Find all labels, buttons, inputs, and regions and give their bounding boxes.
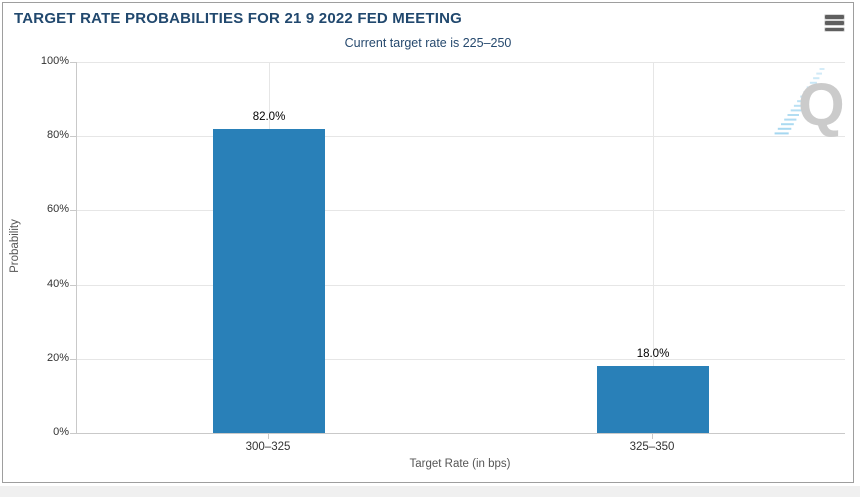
probability-bar[interactable] xyxy=(213,128,325,433)
x-tick-mark xyxy=(268,434,269,439)
bar-data-label: 82.0% xyxy=(252,110,286,123)
page-background-strip xyxy=(0,486,860,497)
probability-bar[interactable] xyxy=(597,366,709,433)
y-gridline xyxy=(77,136,845,138)
y-gridline xyxy=(77,210,845,212)
y-tick-mark xyxy=(70,358,76,360)
x-tick-label: 325–350 xyxy=(629,441,675,453)
x-tick-mark xyxy=(652,434,653,439)
y-tick-mark xyxy=(70,62,76,63)
y-axis-title: Probability xyxy=(9,219,21,273)
hamburger-menu-icon xyxy=(825,21,844,25)
chart-title: TARGET RATE PROBABILITIES FOR 21 9 2022 … xyxy=(14,10,463,27)
y-tick-label: 60% xyxy=(46,203,69,216)
fed-meeting-probability-chart-panel: TARGET RATE PROBABILITIES FOR 21 9 2022 … xyxy=(2,2,854,483)
y-tick-label: 0% xyxy=(53,426,69,438)
y-gridline xyxy=(77,358,845,360)
y-tick-label: 100% xyxy=(40,55,69,67)
y-tick-label: 80% xyxy=(46,129,69,142)
y-gridline xyxy=(77,284,845,286)
y-tick-mark xyxy=(70,433,76,434)
x-tick-label: 300–325 xyxy=(245,441,291,453)
y-tick-mark xyxy=(70,136,76,138)
y-gridline xyxy=(77,62,845,63)
y-tick-label: 40% xyxy=(46,277,69,290)
y-tick-mark xyxy=(70,210,76,212)
plot-area: 82.0% 18.0% xyxy=(76,62,845,434)
y-tick-mark xyxy=(70,284,76,286)
x-axis-title: Target Rate (in bps) xyxy=(409,458,511,470)
y-tick-label: 20% xyxy=(46,351,69,364)
chart-context-menu-button[interactable] xyxy=(825,14,846,32)
hamburger-menu-icon xyxy=(825,27,844,31)
chart-subtitle: Current target rate is 225–250 xyxy=(344,36,512,50)
hamburger-menu-icon xyxy=(825,15,844,19)
x-gridline xyxy=(653,62,654,433)
bar-data-label: 18.0% xyxy=(636,348,670,361)
